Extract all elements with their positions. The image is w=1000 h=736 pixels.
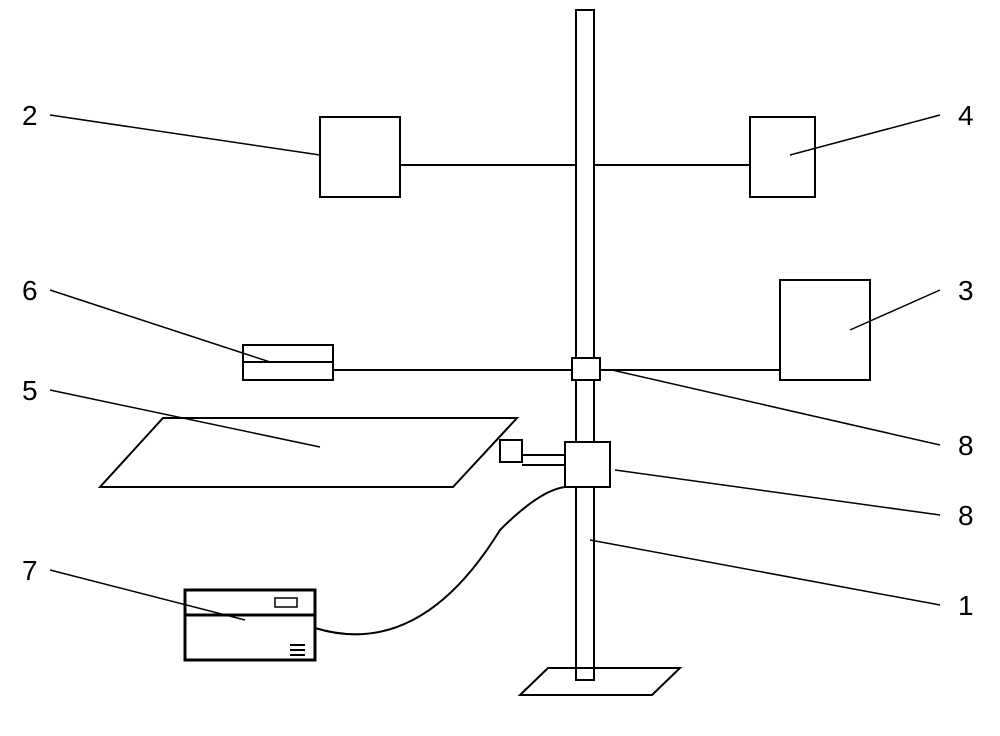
leader-8-upper [612, 370, 940, 445]
cable [315, 487, 565, 634]
block-8-lower [565, 442, 610, 487]
annotation-label-4: 4 [958, 100, 974, 132]
annotation-label-5: 5 [22, 375, 38, 407]
annotation-label-6: 6 [22, 275, 38, 307]
leader-6 [50, 290, 270, 362]
component-box-3 [780, 280, 870, 380]
base-plate [520, 668, 680, 695]
leader-1 [590, 540, 940, 605]
annotation-label-1: 1 [958, 590, 974, 622]
collar-upper [572, 358, 600, 380]
leader-3 [850, 290, 940, 330]
leader-2 [50, 115, 320, 155]
plate-5 [100, 418, 517, 487]
annotation-label-8-upper: 8 [958, 430, 974, 462]
leader-7 [50, 570, 245, 620]
annotation-label-2: 2 [22, 100, 38, 132]
device-7-button [275, 598, 297, 607]
annotation-label-8-lower: 8 [958, 500, 974, 532]
component-box-2 [320, 117, 400, 197]
component-box-4 [750, 117, 815, 197]
annotation-label-3: 3 [958, 275, 974, 307]
leader-4 [790, 115, 940, 155]
main-post [576, 10, 594, 680]
plate-5-connector [500, 440, 522, 462]
annotation-label-7: 7 [22, 555, 38, 587]
leader-8-lower [615, 470, 940, 515]
apparatus-diagram [0, 0, 1000, 736]
